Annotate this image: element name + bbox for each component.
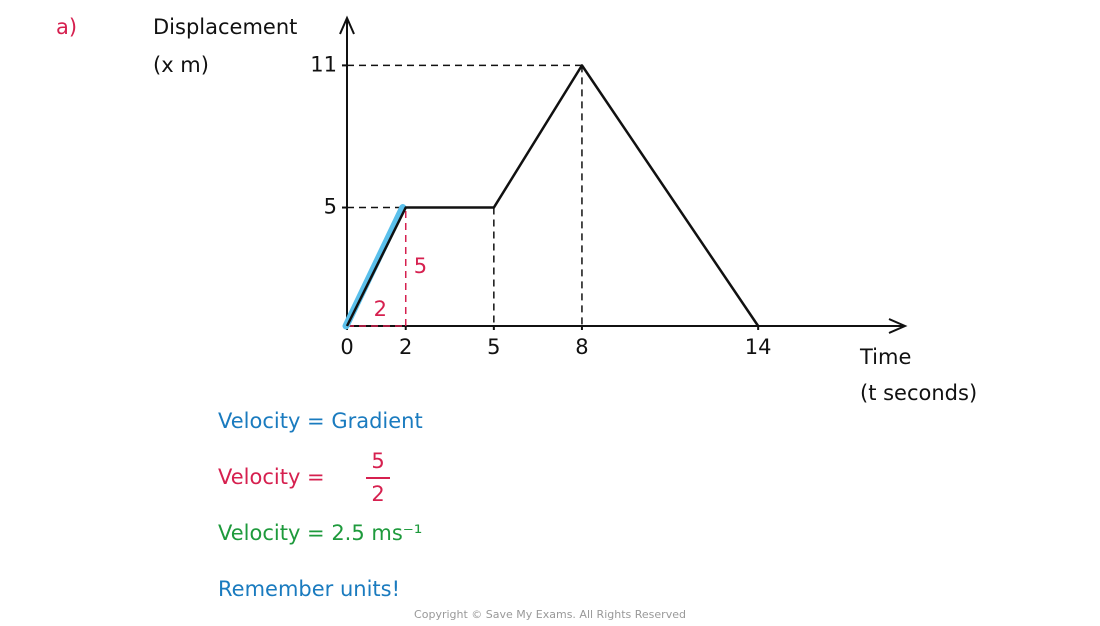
y-tick-label: 11 [310,52,337,76]
y-axis-label: (x m) [153,53,209,77]
run-label: 2 [374,297,387,321]
rise-label: 5 [414,254,427,278]
x-tick-label: 2 [399,335,412,359]
working-line: Velocity = 2.5 ms⁻¹ [218,521,422,545]
x-tick-label: 5 [487,335,500,359]
y-axis-label: Displacement [153,15,297,39]
part-label: a) [56,15,77,39]
x-tick-label: 14 [745,335,772,359]
x-axis-label: Time [859,345,911,369]
working-line: Remember units! [218,577,400,601]
x-axis-label: (t seconds) [860,381,977,405]
y-axis-arrow [339,15,355,35]
y-tick-label: 5 [324,195,337,219]
x-axis-arrow [888,318,908,334]
x-tick-label: 0 [340,335,353,359]
x-tick-label: 8 [575,335,588,359]
fraction-numerator: 5 [371,449,384,473]
copyright: Copyright © Save My Exams. All Rights Re… [414,608,686,621]
displacement-line [345,64,760,327]
working-line: Velocity = Gradient [218,409,423,433]
fraction-denominator: 2 [371,482,384,506]
working-line: Velocity = [218,465,325,489]
